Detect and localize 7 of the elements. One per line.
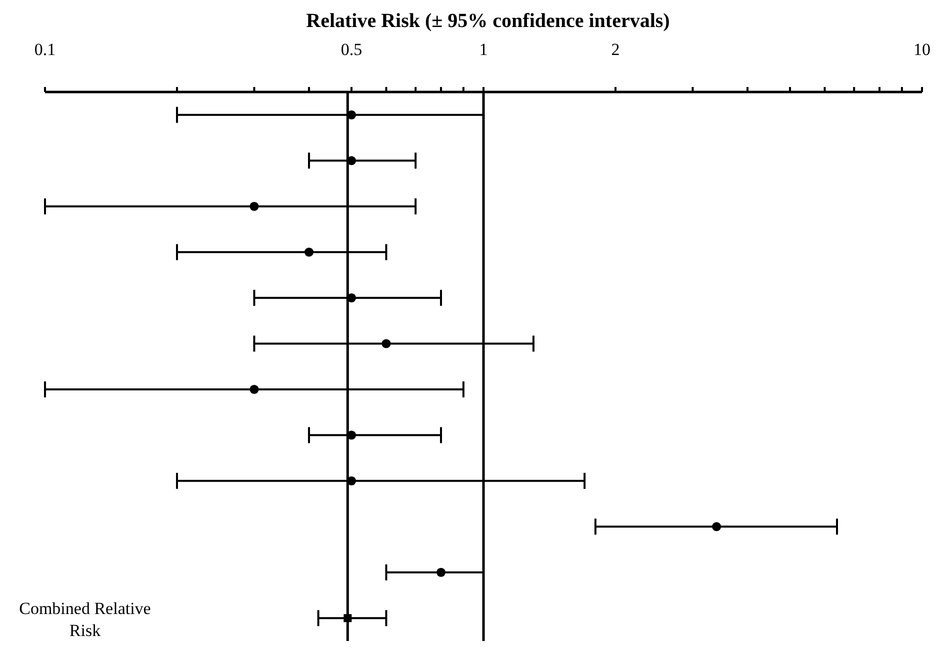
x-axis-title: Relative Risk (± 95% confidence intervals) [305,9,671,34]
x-tick-label: 10 [914,40,930,59]
x-tick-label: 1 [479,40,488,59]
x-tick-label: 0.5 [340,40,362,59]
x-tick-label: 0.1 [34,40,56,59]
y-tick-label: Combined Relative Risk [19,599,151,640]
x-tick-label: 2 [611,40,620,59]
